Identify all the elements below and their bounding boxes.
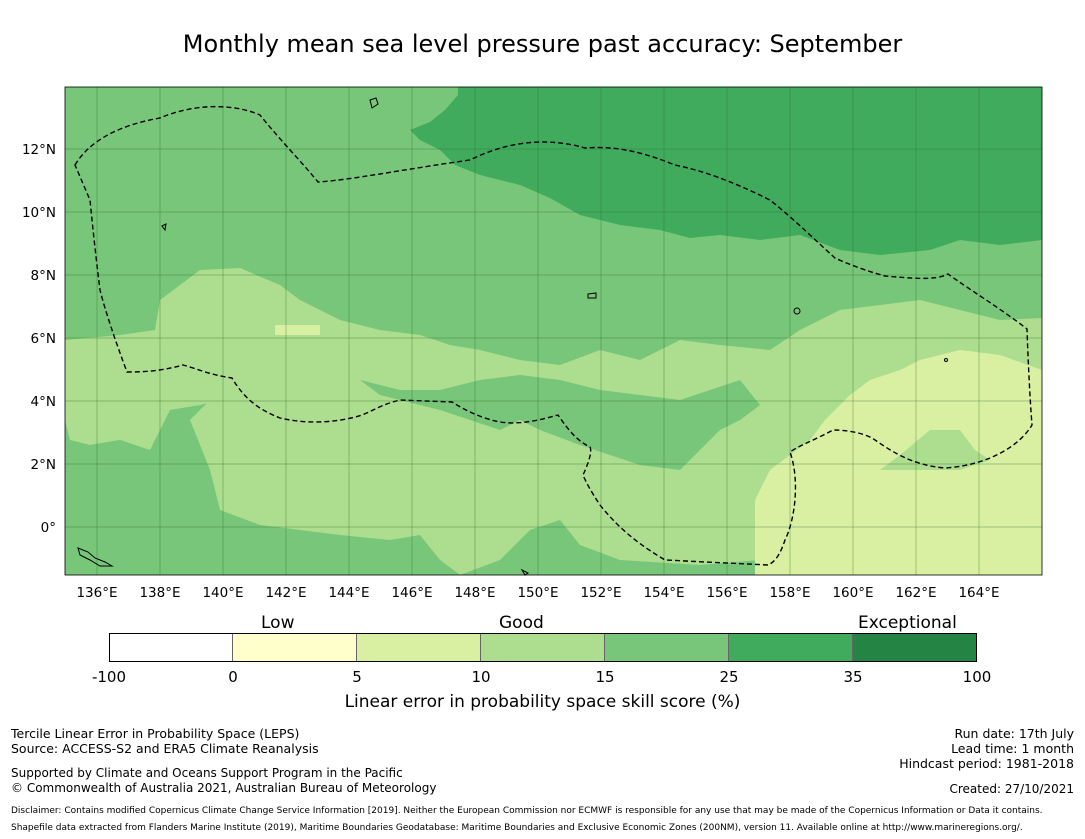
lon-label: 150°E bbox=[517, 585, 558, 601]
footer-hindcast: Hindcast period: 1981-2018 bbox=[899, 756, 1074, 771]
lat-label: 6°N bbox=[31, 331, 56, 347]
lat-label: 2°N bbox=[31, 457, 56, 473]
footer-left-top: Tercile Linear Error in Probability Spac… bbox=[11, 726, 319, 756]
lon-label: 136°E bbox=[76, 585, 117, 601]
lon-label: 140°E bbox=[202, 585, 243, 601]
footer-lead-time: Lead time: 1 month bbox=[951, 741, 1074, 756]
colorbar-segment bbox=[729, 633, 853, 662]
lon-label: 152°E bbox=[580, 585, 621, 601]
footer-created: Created: 27/10/2021 bbox=[949, 782, 1074, 796]
footer-copyright: © Commonwealth of Australia 2021, Austra… bbox=[11, 781, 437, 795]
colorbar-tick: 25 bbox=[719, 668, 739, 686]
colorbar-tick: 35 bbox=[843, 668, 863, 686]
colorbar-segment bbox=[605, 633, 729, 662]
colorbar-segment bbox=[233, 633, 357, 662]
lon-label: 138°E bbox=[139, 585, 180, 601]
lon-axis-labels: 136°E 138°E 140°E 142°E 144°E 146°E 148°… bbox=[76, 585, 999, 601]
colorbar-segment bbox=[109, 633, 233, 662]
footer-right-top: Run date: 17th July Lead time: 1 month H… bbox=[899, 726, 1074, 771]
lat-label: 8°N bbox=[31, 268, 56, 284]
colorbar-category-low: Low bbox=[261, 613, 295, 633]
lat-label: 12°N bbox=[22, 142, 56, 158]
map-frame bbox=[64, 86, 1043, 576]
lon-label: 158°E bbox=[769, 585, 810, 601]
lat-label: 10°N bbox=[22, 205, 56, 221]
page-title: Monthly mean sea level pressure past acc… bbox=[182, 30, 903, 58]
eez-boundary bbox=[74, 105, 1033, 566]
colorbar-segment bbox=[481, 633, 605, 662]
colorbar-outline bbox=[109, 633, 977, 662]
footer-method: Tercile Linear Error in Probability Spac… bbox=[11, 726, 300, 741]
colorbar bbox=[109, 633, 977, 662]
colorbar-tick: 15 bbox=[595, 668, 615, 686]
colorbar-segment bbox=[853, 633, 977, 662]
region-5-10-spot bbox=[275, 325, 320, 335]
lon-label: 162°E bbox=[895, 585, 936, 601]
region-35-100-north bbox=[410, 87, 1042, 255]
colorbar-tick: 100 bbox=[962, 668, 992, 686]
colorbar-category-exceptional: Exceptional bbox=[858, 613, 957, 633]
colorbar-segment bbox=[357, 633, 481, 662]
region-25-35-southwest bbox=[65, 440, 460, 575]
footer-support: Supported by Climate and Oceans Support … bbox=[11, 766, 403, 780]
colorbar-tick: 5 bbox=[352, 668, 362, 686]
lon-label: 148°E bbox=[454, 585, 495, 601]
colorbar-label: Linear error in probability space skill … bbox=[344, 692, 741, 712]
lat-label: 4°N bbox=[31, 394, 56, 410]
lat-label: 0° bbox=[41, 520, 56, 536]
footer-source: Source: ACCESS-S2 and ERA5 Climate Reana… bbox=[11, 741, 319, 756]
skill-map: 136°E 138°E 140°E 142°E 144°E 146°E 148°… bbox=[22, 86, 1043, 601]
lon-label: 154°E bbox=[643, 585, 684, 601]
region-10-15-inner-east bbox=[880, 430, 990, 470]
lon-label: 160°E bbox=[832, 585, 873, 601]
footer-left-bottom: Supported by Climate and Oceans Support … bbox=[11, 766, 436, 796]
colorbar-tick: 10 bbox=[471, 668, 491, 686]
lon-label: 144°E bbox=[328, 585, 369, 601]
map-regions bbox=[65, 87, 1042, 575]
lon-label: 146°E bbox=[391, 585, 432, 601]
islands bbox=[77, 97, 948, 576]
lat-axis-labels: 12°N 10°N 8°N 6°N 4°N 2°N 0° bbox=[22, 142, 56, 536]
lon-label: 164°E bbox=[958, 585, 999, 601]
colorbar-tick: 0 bbox=[228, 668, 238, 686]
map-gridlines bbox=[65, 87, 1042, 575]
lon-label: 156°E bbox=[706, 585, 747, 601]
disclaimer-copernicus: Disclaimer: Contains modified Copernicus… bbox=[11, 806, 1043, 816]
lon-label: 142°E bbox=[265, 585, 306, 601]
disclaimer-shapefile: Shapefile data extracted from Flanders M… bbox=[11, 823, 1023, 833]
colorbar-tick: -100 bbox=[91, 668, 127, 686]
footer-run-date: Run date: 17th July bbox=[954, 726, 1075, 741]
colorbar-category-good: Good bbox=[499, 613, 544, 633]
